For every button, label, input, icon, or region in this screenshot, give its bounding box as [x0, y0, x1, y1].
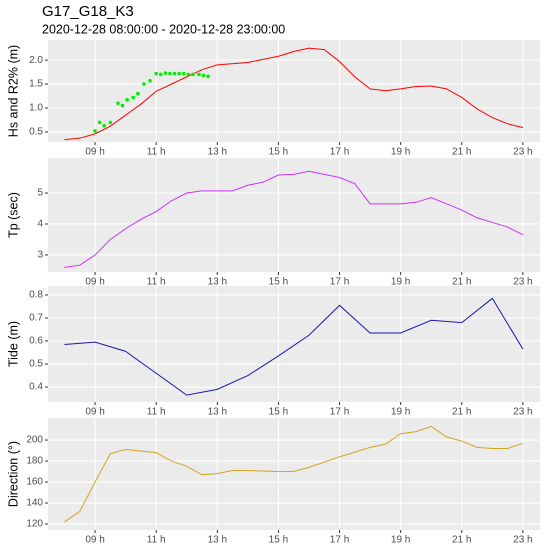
y-tick-label: 0.6 [29, 336, 43, 347]
panel-background [48, 418, 540, 530]
chart-title: G17_G18_K3 [42, 3, 134, 20]
x-tick-label: 23 h [513, 535, 532, 546]
point [206, 74, 210, 79]
line [64, 297, 524, 396]
x-tick-label: 13 h [208, 535, 227, 546]
y-tick-label: 0.5 [29, 359, 43, 370]
line [64, 170, 524, 268]
x-tick-label: 15 h [269, 277, 288, 288]
x-tick-label: 09 h [85, 407, 104, 418]
y-tick-label: 0.5 [29, 127, 43, 138]
x-tick-label: 15 h [269, 147, 288, 158]
panel-background [48, 158, 540, 272]
x-tick-label: 11 h [147, 535, 166, 546]
line [64, 47, 524, 141]
panel-background [48, 40, 540, 142]
y-tick-label: 5 [37, 188, 43, 199]
x-tick-label: 23 h [513, 407, 532, 418]
y-tick-label: 1.5 [29, 79, 43, 90]
y-tick-label: 200 [26, 435, 43, 446]
x-tick-label: 13 h [208, 407, 227, 418]
point [191, 72, 195, 77]
x-tick-label: 17 h [330, 147, 349, 158]
point [154, 71, 158, 76]
point [148, 78, 152, 83]
x-tick-label: 23 h [513, 147, 532, 158]
panel-background [48, 286, 540, 402]
y-tick-label: 0.7 [29, 313, 43, 324]
chart-subtitle: 2020-12-28 08:00:00 - 2020-12-28 23:00:0… [42, 22, 285, 36]
x-tick-label: 11 h [147, 407, 166, 418]
point [158, 72, 163, 77]
point [120, 103, 125, 108]
x-tick-label: 15 h [269, 407, 288, 418]
x-tick-label: 19 h [391, 147, 410, 158]
x-tick-label: 23 h [513, 277, 532, 288]
point [108, 120, 113, 125]
x-tick-label: 21 h [452, 147, 471, 158]
point [125, 98, 129, 102]
y-tick-label: 2.0 [29, 55, 43, 66]
y-tick-label: 140 [26, 498, 43, 509]
y-tick-label: 1.0 [29, 103, 43, 114]
point [186, 72, 191, 77]
y-tick-label: 0.4 [29, 382, 43, 393]
y-axis-label: Direction (°) [6, 441, 20, 507]
point [136, 91, 140, 96]
x-tick-label: 17 h [330, 407, 349, 418]
y-axis-label: Tide (m) [6, 321, 20, 367]
point [97, 120, 102, 125]
y-tick-label: 0.8 [29, 290, 43, 301]
x-tick-label: 13 h [208, 147, 227, 158]
y-tick-label: 3 [37, 250, 43, 261]
x-tick-label: 21 h [452, 535, 471, 546]
point [93, 129, 97, 133]
x-tick-label: 09 h [85, 147, 104, 158]
x-tick-label: 11 h [147, 277, 166, 288]
x-tick-label: 13 h [208, 277, 227, 288]
x-tick-label: 09 h [85, 535, 104, 546]
y-axis-label: Tp (sec) [6, 192, 20, 238]
y-tick-label: 4 [37, 219, 43, 230]
point [181, 71, 186, 76]
point [197, 72, 201, 77]
x-tick-label: 15 h [269, 535, 288, 546]
point [142, 82, 146, 86]
point [177, 71, 181, 76]
point [201, 73, 206, 78]
x-tick-label: 21 h [452, 407, 471, 418]
x-tick-label: 21 h [452, 277, 471, 288]
x-tick-label: 17 h [330, 535, 349, 546]
point [102, 123, 107, 128]
x-tick-label: 19 h [391, 277, 410, 288]
y-axis-label: Hs and R2% (m) [6, 45, 20, 137]
point [131, 95, 136, 100]
line [64, 425, 524, 523]
point [168, 71, 172, 76]
x-tick-label: 17 h [330, 277, 349, 288]
x-tick-label: 19 h [391, 407, 410, 418]
y-tick-label: 120 [26, 519, 43, 530]
x-tick-label: 19 h [391, 535, 410, 546]
point [116, 101, 120, 106]
x-tick-label: 09 h [85, 277, 104, 288]
point [172, 71, 177, 76]
point [163, 71, 168, 75]
y-tick-label: 180 [26, 456, 43, 467]
y-tick-label: 160 [26, 477, 43, 488]
x-tick-label: 11 h [147, 147, 166, 158]
